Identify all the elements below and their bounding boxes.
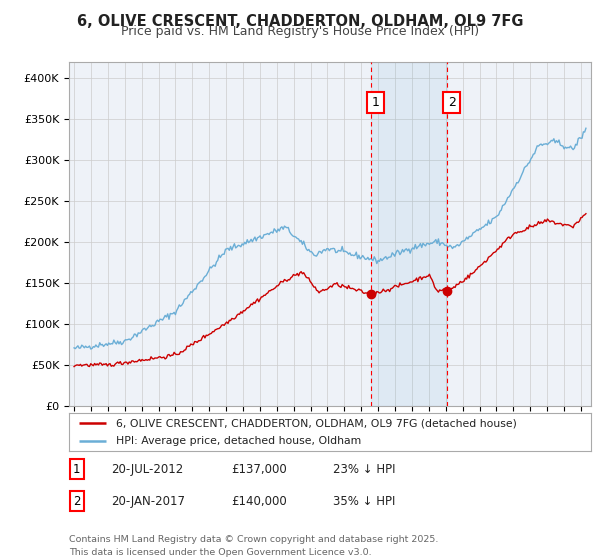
Text: Price paid vs. HM Land Registry's House Price Index (HPI): Price paid vs. HM Land Registry's House … xyxy=(121,25,479,38)
Text: HPI: Average price, detached house, Oldham: HPI: Average price, detached house, Oldh… xyxy=(116,436,361,446)
Text: 2: 2 xyxy=(73,494,80,508)
Text: 20-JUL-2012: 20-JUL-2012 xyxy=(111,463,183,476)
Text: 20-JAN-2017: 20-JAN-2017 xyxy=(111,494,185,508)
Text: 2: 2 xyxy=(448,96,455,109)
Text: 1: 1 xyxy=(73,463,80,476)
Text: £137,000: £137,000 xyxy=(231,463,287,476)
Text: £140,000: £140,000 xyxy=(231,494,287,508)
Text: 35% ↓ HPI: 35% ↓ HPI xyxy=(333,494,395,508)
Text: 1: 1 xyxy=(371,96,380,109)
Text: 23% ↓ HPI: 23% ↓ HPI xyxy=(333,463,395,476)
Bar xyxy=(371,62,446,406)
Text: 6, OLIVE CRESCENT, CHADDERTON, OLDHAM, OL9 7FG: 6, OLIVE CRESCENT, CHADDERTON, OLDHAM, O… xyxy=(77,14,523,29)
Text: Contains HM Land Registry data © Crown copyright and database right 2025.
This d: Contains HM Land Registry data © Crown c… xyxy=(69,535,439,557)
Text: 6, OLIVE CRESCENT, CHADDERTON, OLDHAM, OL9 7FG (detached house): 6, OLIVE CRESCENT, CHADDERTON, OLDHAM, O… xyxy=(116,418,517,428)
